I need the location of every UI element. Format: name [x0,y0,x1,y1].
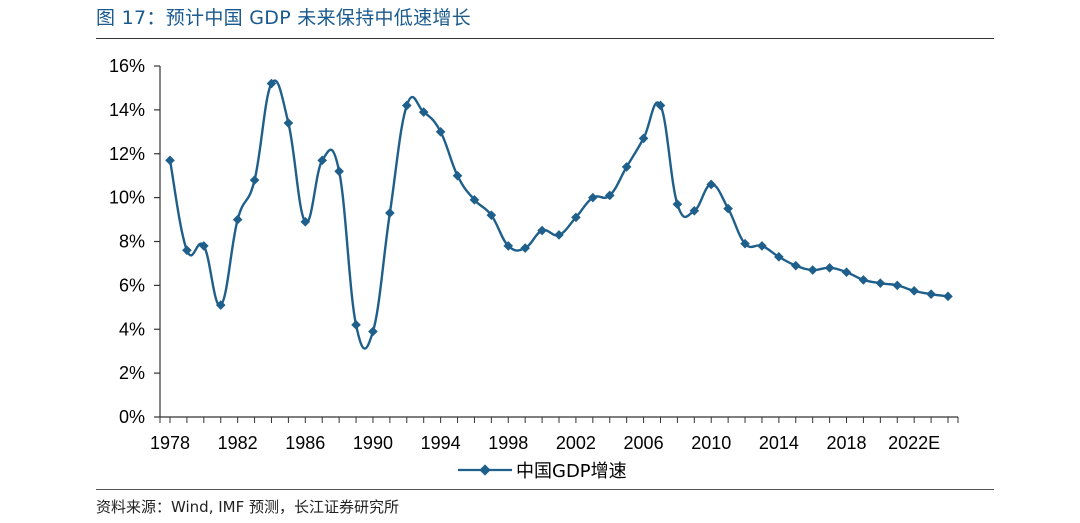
data-point-marker [638,133,649,144]
data-point-marker [317,155,328,166]
data-point-marker [723,203,733,214]
gdp-growth-chart: 0%2%4%6%8%10%12%14%16% 1978 1982 1986 1990 1… [109,56,959,453]
data-point-marker [875,278,886,288]
data-point-marker [807,265,818,275]
x-tick-label: 2018 [826,433,866,453]
data-point-marker [503,241,514,251]
x-tick-label: 2014 [759,433,799,453]
x-tick-label: 1978 [150,433,190,453]
x-tick-label: 1982 [218,433,258,453]
x-tick-label: 2022E [888,433,940,453]
x-tick-label: 2006 [624,433,664,453]
x-tick-label: 1986 [285,433,325,453]
x-tick-label: 1990 [353,433,393,453]
data-point-marker [283,118,294,128]
data-point-marker [401,100,412,111]
x-tick-label: 2002 [556,433,596,453]
y-tick-label: 4% [119,319,145,339]
y-tick-label: 0% [119,407,145,427]
data-point-marker [909,286,919,296]
data-point-marker [165,155,175,166]
y-tick-label: 16% [109,56,145,76]
chart-axes [159,66,958,418]
data-point-marker [892,280,903,291]
data-point-marker [790,260,801,271]
data-point-marker [841,267,852,278]
legend-line-marker-icon [458,464,512,476]
x-axis-ticks: 1978 1982 1986 1990 1994 1998 2002 2006 2010 2014… [150,417,959,453]
data-point-marker [858,275,869,285]
source-note: 资料来源：Wind, IMF 预测，长江证券研究所 [96,498,399,516]
data-point-marker [774,252,784,262]
x-tick-label: 2010 [691,433,731,453]
data-point-marker [757,241,767,251]
y-tick-label: 2% [119,363,145,383]
y-tick-label: 14% [109,100,145,120]
data-point-marker [943,291,953,302]
data-point-marker [215,300,226,310]
y-axis-ticks: 0% 2% 4% 6% 8% 10% 12% 14% 16% [109,56,160,427]
data-point-marker [588,192,598,203]
data-point-marker [926,289,936,299]
data-point-marker [435,127,446,137]
y-tick-label: 8% [119,232,145,252]
data-point-marker [554,230,564,240]
data-point-marker [351,320,361,330]
data-point-marker [824,263,835,273]
x-tick-label: 1998 [488,433,528,453]
data-point-marker [182,245,192,256]
source-divider [96,489,994,490]
title-divider [96,38,994,39]
data-point-marker [385,208,395,218]
data-point-marker [452,170,463,181]
y-tick-label: 12% [109,144,145,164]
series-layer [165,78,953,350]
figure-title: 图 17：预计中国 GDP 未来保持中低速增长 [96,7,472,29]
data-point-marker [334,166,344,177]
chart-legend: 中国GDP增速 [458,458,627,482]
data-point-marker [249,175,260,185]
data-point-marker [672,199,683,210]
data-point-marker [199,241,209,251]
y-tick-label: 10% [109,188,145,208]
data-point-marker [232,214,243,225]
data-point-marker [368,326,378,337]
data-point-marker [740,238,750,249]
y-tick-label: 6% [119,275,145,295]
data-point-marker [469,195,480,205]
data-point-marker [689,205,700,216]
x-tick-label: 1994 [421,433,461,453]
legend-label: 中国GDP增速 [516,461,627,482]
